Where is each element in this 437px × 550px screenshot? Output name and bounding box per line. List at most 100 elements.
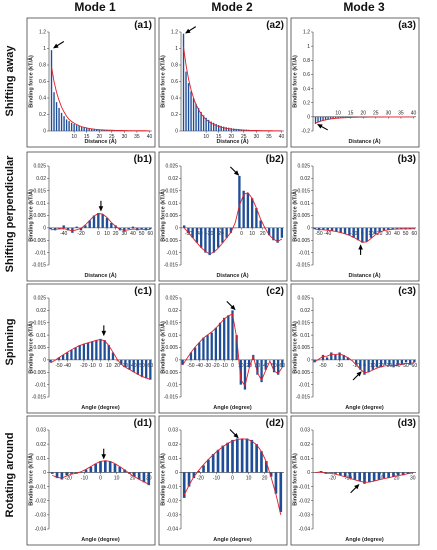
x-tick-label: -20 bbox=[77, 231, 84, 237]
data-bar bbox=[260, 359, 263, 383]
y-tick-label: 0.015 bbox=[297, 320, 310, 326]
x-tick-label: 40 bbox=[279, 134, 285, 140]
x-tick-label: -50 bbox=[187, 363, 194, 369]
data-bar bbox=[388, 359, 391, 365]
data-bar bbox=[247, 359, 251, 368]
y-tick-label: 0 bbox=[307, 470, 310, 476]
data-bar bbox=[215, 123, 217, 131]
y-tick-label: 0.03 bbox=[36, 428, 46, 434]
x-tick-label: 40 bbox=[395, 363, 401, 369]
data-bar bbox=[225, 227, 228, 238]
x-tick-label: 15 bbox=[216, 134, 222, 140]
y-tick-label: 0.005 bbox=[297, 213, 310, 219]
y-tick-label: 1.2 bbox=[39, 30, 46, 36]
x-axis-label: Distance (Å) bbox=[84, 272, 116, 279]
y-axis-label: Binding force (kT/Å) bbox=[160, 453, 167, 506]
data-bar bbox=[216, 449, 220, 473]
x-tick-label: 50 bbox=[139, 231, 145, 237]
data-bar bbox=[242, 190, 245, 228]
x-axis-label: Distance (Å) bbox=[84, 138, 116, 145]
y-tick-label: 0.015 bbox=[33, 320, 46, 326]
x-tick-label: 0 bbox=[231, 475, 234, 481]
x-tick-label: 10 bbox=[246, 475, 252, 481]
y-tick-label: -0.005 bbox=[32, 238, 46, 244]
data-bar bbox=[183, 225, 186, 228]
chart-panel-b2: (b2) -0.015 -0.01 -0.005 0 0.005 0.01 0.015 0.02… bbox=[158, 151, 288, 282]
y-tick-label: -0.2 bbox=[301, 129, 310, 135]
x-tick-label: 35 bbox=[134, 134, 140, 140]
y-tick-label: -0.005 bbox=[296, 238, 310, 244]
data-bar bbox=[85, 127, 88, 131]
x-axis-label: Angle (degree) bbox=[345, 537, 384, 543]
panel-label: (a2) bbox=[266, 20, 284, 31]
y-tick-label: -0.015 bbox=[32, 395, 46, 401]
chart-panel-d1: (d1) -0.04 -0.03 -0.02 -0.01 0 0.01 0.02 0.03 Bin… bbox=[26, 415, 156, 546]
arrow-head bbox=[354, 483, 360, 490]
data-bar bbox=[367, 359, 370, 373]
data-bar bbox=[334, 354, 337, 360]
y-tick-label: -0.01 bbox=[35, 382, 47, 388]
x-tick-label: -30 bbox=[204, 363, 211, 369]
arrow-head bbox=[101, 454, 107, 460]
data-bar bbox=[281, 359, 284, 368]
data-bar bbox=[276, 227, 279, 243]
panel-frame bbox=[158, 415, 288, 546]
x-tick-label: 20 bbox=[228, 134, 234, 140]
x-tick-label: -50 bbox=[319, 363, 326, 369]
x-tick-label: -40 bbox=[64, 363, 71, 369]
x-tick-label: 40 bbox=[394, 231, 400, 237]
chart-panel-b3: (b3) -0.015 -0.01 -0.005 0 0.005 0.01 0.015 0.02… bbox=[290, 151, 420, 282]
data-bar bbox=[49, 227, 52, 230]
arrow-head bbox=[317, 124, 323, 129]
data-bar bbox=[193, 347, 197, 360]
y-tick-label: -0.02 bbox=[35, 498, 47, 504]
data-bar bbox=[400, 359, 404, 365]
data-bar bbox=[272, 359, 276, 373]
x-tick-label: -20 bbox=[65, 475, 72, 481]
y-tick-label: 0.01 bbox=[36, 333, 46, 339]
panel-label: (c2) bbox=[266, 286, 284, 297]
data-bar bbox=[136, 359, 140, 375]
fit-curve bbox=[315, 116, 414, 124]
panel-frame bbox=[26, 151, 156, 282]
y-tick-label: 0.4 bbox=[171, 96, 178, 102]
x-axis-label: Angle (degree) bbox=[81, 537, 120, 543]
data-bar bbox=[365, 227, 368, 242]
panel-frame bbox=[290, 415, 420, 546]
x-tick-label: 30 bbox=[386, 231, 392, 237]
data-bar bbox=[190, 91, 192, 131]
x-tick-label: 20 bbox=[377, 231, 383, 237]
y-tick-label: 0.025 bbox=[33, 164, 46, 170]
data-bar bbox=[239, 359, 242, 385]
panel-label: (a3) bbox=[398, 20, 416, 31]
x-tick-label: -50 bbox=[315, 231, 322, 237]
x-tick-label: 20 bbox=[96, 134, 102, 140]
data-bar bbox=[60, 112, 63, 131]
data-bar bbox=[200, 112, 202, 131]
data-bar bbox=[192, 98, 195, 131]
y-tick-label: 0.025 bbox=[297, 164, 310, 170]
y-tick-label: 0.02 bbox=[300, 442, 310, 448]
y-tick-label: 0.02 bbox=[36, 176, 46, 182]
y-tick-label: 0.6 bbox=[171, 79, 178, 85]
y-tick-label: 0 bbox=[307, 115, 310, 121]
data-bar bbox=[99, 338, 102, 360]
panel-label: (d1) bbox=[134, 418, 152, 429]
data-bar bbox=[236, 438, 239, 473]
x-tick-label: 20 bbox=[130, 475, 136, 481]
x-tick-label: 0 bbox=[99, 475, 102, 481]
x-tick-label: -20 bbox=[212, 363, 219, 369]
y-tick-label: 0.01 bbox=[36, 201, 46, 207]
x-axis-label: Angle (degree) bbox=[213, 537, 252, 543]
y-axis-label: Binding force (kT/Å) bbox=[28, 453, 35, 506]
data-bar bbox=[240, 438, 244, 473]
panel-frame bbox=[290, 17, 420, 148]
data-bar bbox=[392, 472, 395, 477]
y-tick-label: -0.005 bbox=[164, 238, 178, 244]
y-tick-label: 0.02 bbox=[168, 442, 178, 448]
y-tick-label: -0.04 bbox=[35, 527, 47, 533]
x-tick-label: 0 bbox=[97, 231, 100, 237]
data-bar bbox=[382, 227, 386, 231]
y-tick-label: 0.02 bbox=[300, 176, 310, 182]
x-tick-label: 30 bbox=[386, 110, 392, 116]
